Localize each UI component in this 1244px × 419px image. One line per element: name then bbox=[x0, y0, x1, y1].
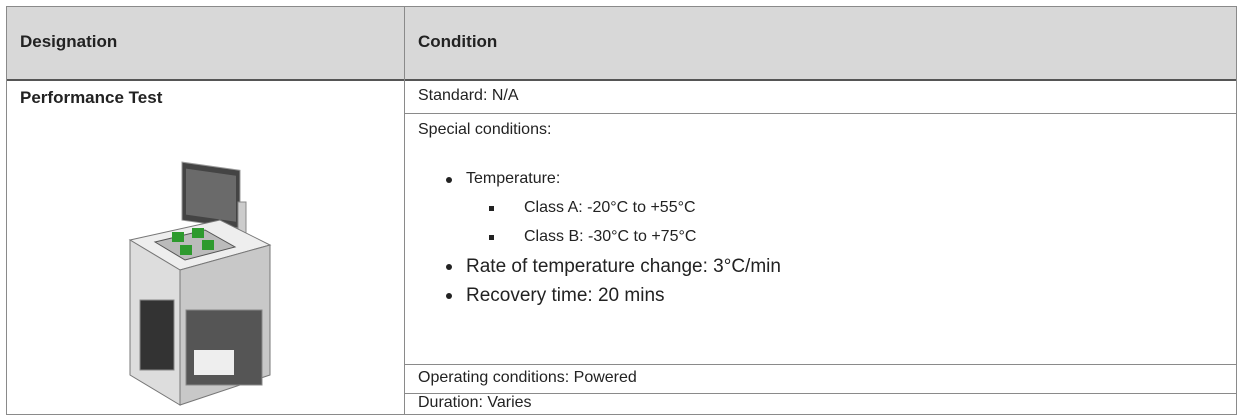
bullet bbox=[446, 293, 452, 299]
sub-bullet bbox=[489, 206, 494, 211]
border bbox=[404, 6, 405, 415]
row-border bbox=[404, 113, 1236, 114]
border bbox=[6, 6, 1236, 7]
bullet bbox=[446, 177, 452, 183]
header-bg bbox=[6, 6, 1236, 80]
cell-text: Standard: N/A bbox=[418, 87, 519, 105]
list-item: Temperature: bbox=[466, 170, 560, 188]
sub-item: Class B: -30°C to +75°C bbox=[524, 228, 696, 246]
border bbox=[6, 6, 7, 415]
border bbox=[1236, 6, 1237, 415]
cell-text: Special conditions: bbox=[418, 121, 551, 139]
cell-text: Duration: Varies bbox=[418, 394, 532, 412]
designation: Performance Test bbox=[20, 88, 162, 108]
page: Designation Condition Performance Test S… bbox=[0, 0, 1244, 419]
sub-item: Class A: -20°C to +55°C bbox=[524, 199, 696, 217]
cell-text: Operating conditions: Powered bbox=[418, 369, 637, 387]
sub-bullet bbox=[489, 235, 494, 240]
list-item: Recovery time: 20 mins bbox=[466, 285, 665, 307]
border bbox=[6, 79, 1236, 81]
test-equipment-image bbox=[110, 150, 290, 410]
header-cell: Condition bbox=[418, 32, 497, 52]
row-border bbox=[404, 364, 1236, 365]
border bbox=[6, 414, 1236, 415]
header-cell: Designation bbox=[20, 32, 117, 52]
list-item: Rate of temperature change: 3°C/min bbox=[466, 256, 781, 278]
bullet bbox=[446, 264, 452, 270]
